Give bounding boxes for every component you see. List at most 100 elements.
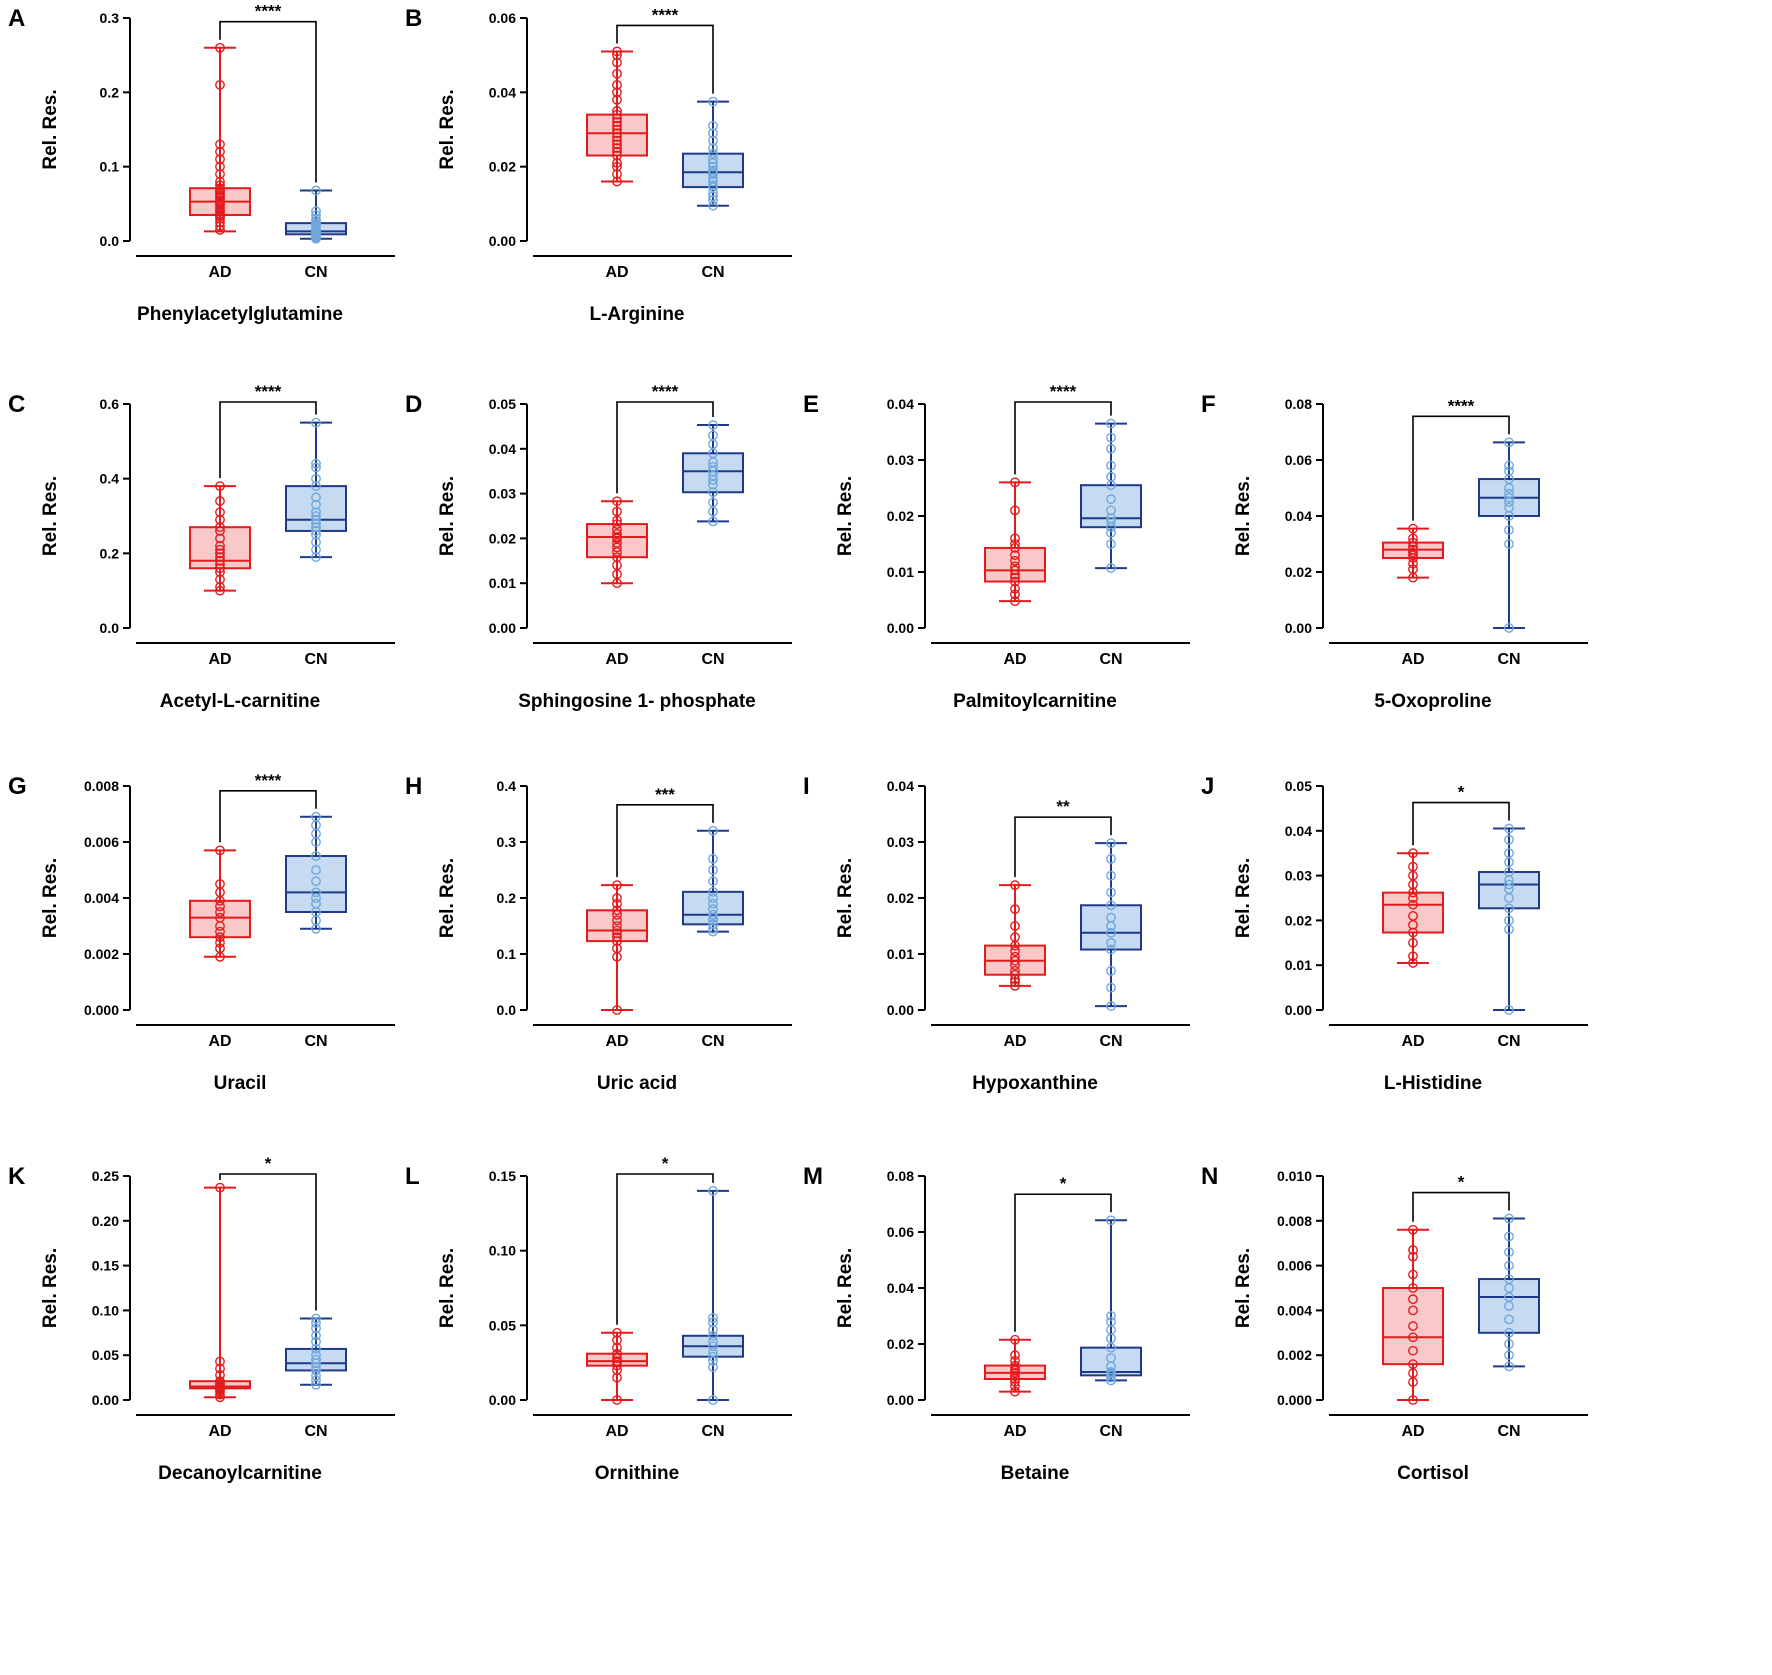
data-point: [1408, 1224, 1418, 1235]
y-tick-label: 0.008: [1277, 1213, 1312, 1229]
data-point: [1504, 466, 1514, 477]
data-point: [215, 180, 225, 191]
data-point: [1106, 432, 1116, 443]
data-point: [215, 183, 225, 194]
data-point: [1106, 1311, 1116, 1321]
y-axis-title: Rel. Res.: [40, 1248, 61, 1328]
y-axis-title: Rel. Res.: [437, 476, 458, 556]
data-point: [708, 420, 718, 430]
panel-b: B 0.00 0.02 0.04 0.06 Rel. Res. AD CN L-Arginine…: [405, 5, 792, 325]
data-point: [708, 120, 718, 131]
data-point: [1408, 1294, 1418, 1305]
data-point: [1010, 1334, 1020, 1345]
data-point: [612, 506, 622, 517]
y-tick-label: 0.00: [1285, 1002, 1312, 1018]
data-point: [1010, 977, 1020, 987]
data-point: [1504, 460, 1514, 471]
y-tick-label: 0.01: [1285, 957, 1312, 973]
panel-title: Acetyl-L-carnitine: [160, 691, 320, 712]
y-tick-label: 0.15: [92, 1258, 119, 1274]
data-point: [1408, 547, 1418, 558]
significance-label: *: [1458, 783, 1465, 802]
data-point: [708, 898, 718, 909]
data-point: [708, 158, 718, 168]
data-point: [215, 161, 225, 172]
data-point: [311, 206, 321, 217]
data-point: [1010, 596, 1020, 607]
data-point: [311, 851, 321, 861]
panel-title: Phenylacetylglutamine: [137, 304, 343, 325]
data-point: [1106, 853, 1116, 864]
data-point: [1106, 944, 1116, 955]
data-point: [1408, 1251, 1418, 1262]
box-group-cn: [285, 185, 347, 244]
data-point: [708, 915, 718, 926]
data-point: [708, 195, 718, 206]
significance-label: ****: [255, 2, 282, 21]
data-point: [612, 921, 622, 931]
data-point: [708, 430, 718, 441]
data-point: [1010, 555, 1020, 566]
data-point: [1106, 563, 1116, 573]
data-point: [1106, 1367, 1116, 1377]
box-group-cn: [682, 420, 744, 527]
y-tick-label: 0.00: [887, 1392, 914, 1408]
y-tick-label: 0.0: [497, 1002, 517, 1018]
box-group-ad: [984, 1334, 1046, 1397]
box-group-cn: [682, 1186, 744, 1405]
data-point: [1010, 576, 1020, 587]
data-point: [215, 582, 225, 592]
data-point: [612, 905, 622, 916]
data-point: [1408, 861, 1418, 872]
panel-title: Betaine: [1001, 1463, 1070, 1484]
significance-label: *: [1458, 1173, 1465, 1192]
y-tick-label: 0.02: [887, 1336, 914, 1352]
data-point: [1504, 879, 1514, 890]
data-point: [612, 1356, 622, 1367]
x-tick-label: CN: [701, 264, 724, 281]
data-point: [1010, 955, 1020, 966]
y-tick-label: 0.000: [1277, 1392, 1312, 1408]
significance-label: ***: [655, 785, 675, 804]
data-point: [1504, 1314, 1514, 1325]
data-point: [612, 898, 622, 909]
data-point: [612, 169, 622, 180]
box-group-ad: [1382, 1224, 1444, 1405]
y-tick-label: 0.04: [1285, 508, 1312, 524]
data-point: [612, 46, 622, 57]
significance-label: ****: [652, 5, 679, 24]
data-point: [1504, 623, 1514, 633]
y-tick-label: 0.03: [887, 834, 914, 850]
data-point: [1106, 887, 1116, 898]
data-point: [311, 1344, 321, 1354]
data-point: [1408, 1305, 1418, 1316]
data-point: [1010, 505, 1020, 516]
y-axis-title: Rel. Res.: [835, 476, 856, 556]
data-point: [1504, 848, 1514, 859]
data-point: [311, 898, 321, 909]
panel-letter: B: [405, 5, 422, 32]
significance-bracket: [219, 20, 317, 183]
data-point: [708, 1341, 718, 1352]
x-tick-label: AD: [605, 651, 628, 668]
x-tick-label: AD: [605, 264, 628, 281]
data-point: [1504, 502, 1514, 513]
data-point: [612, 150, 622, 161]
data-point: [1106, 912, 1116, 923]
data-point: [215, 522, 225, 533]
data-point: [708, 853, 718, 864]
x-tick-label: AD: [208, 1423, 231, 1440]
x-tick-label: CN: [1497, 1423, 1520, 1440]
data-point: [612, 932, 622, 943]
data-point: [1408, 537, 1418, 548]
y-tick-label: 0.00: [489, 620, 516, 636]
data-point: [612, 1395, 622, 1405]
data-point: [708, 909, 718, 920]
data-point: [612, 496, 622, 507]
data-point: [1106, 937, 1116, 948]
data-point: [1408, 564, 1418, 575]
data-point: [311, 1336, 321, 1347]
data-point: [1010, 1350, 1020, 1361]
significance-bracket: [616, 401, 714, 494]
panel-f: F 0.00 0.02 0.04 0.06 0.08 Rel. Res. AD CN 5-Oxop…: [1201, 391, 1588, 712]
